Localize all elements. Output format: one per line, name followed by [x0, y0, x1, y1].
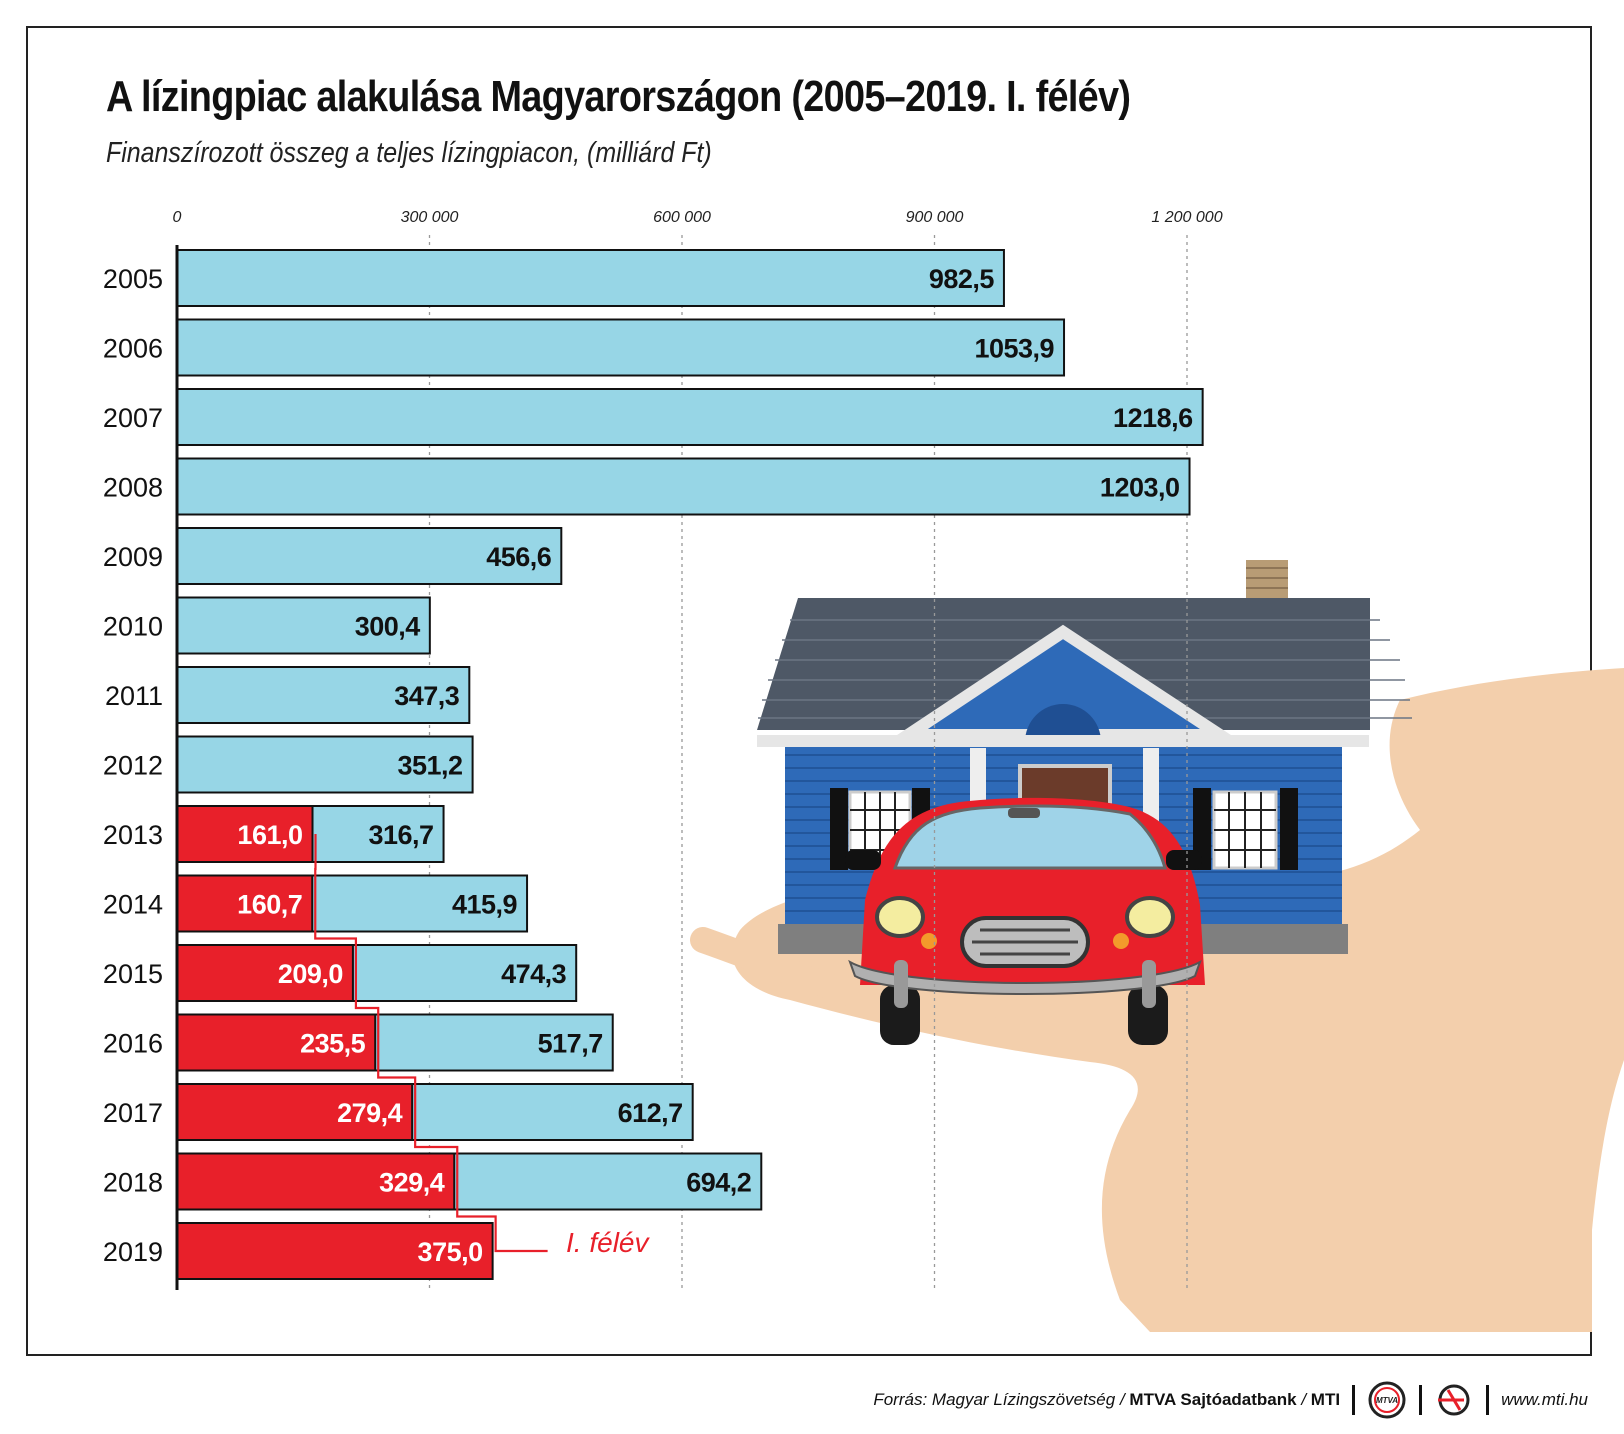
axis-tick-label: 300 000: [401, 209, 459, 226]
data-label-half-year: 209,0: [278, 959, 343, 989]
data-label-full-year: 300,4: [355, 612, 421, 642]
source-bold: MTVA Sajtóadatbank: [1129, 1390, 1297, 1409]
half-year-annotation: I. félév: [566, 1227, 650, 1258]
axis-tick-label: 600 000: [653, 209, 711, 226]
bar-half-year: [176, 1222, 494, 1280]
data-label-half-year: 235,5: [300, 1029, 366, 1059]
category-label: 2005: [103, 264, 163, 294]
axis-tick-label: 1 200 000: [1151, 209, 1222, 226]
data-label-half-year: 160,7: [237, 890, 302, 920]
category-labels: 2005 2006 2007 2008 2009 2010 2011 2012 2013 2014…: [103, 264, 163, 1267]
category-label: 2012: [103, 751, 163, 781]
data-label-full-year: 1053,9: [974, 334, 1054, 364]
bar-full-year: [176, 388, 1204, 446]
data-label-full-year: 612,7: [618, 1098, 683, 1128]
divider: [1419, 1385, 1423, 1415]
data-label-full-year: 517,7: [538, 1029, 603, 1059]
chart-title: A lízingpiac alakulása Magyarországon (2…: [106, 72, 1131, 121]
category-label: 2006: [103, 334, 163, 364]
bar-full-year: [176, 457, 1191, 516]
category-label: 2014: [103, 890, 163, 920]
category-label: 2017: [103, 1098, 163, 1128]
chart-subtitle: Finanszírozott összeg a teljes lízingpia…: [106, 137, 712, 169]
source-credit: Forrás: Magyar Lízingszövetség / MTVA Sa…: [873, 1390, 1340, 1410]
divider: [1486, 1385, 1490, 1415]
mtva-logo-text: MTVA: [1376, 1396, 1398, 1405]
divider: [1352, 1385, 1356, 1415]
source-prefix: Forrás: Magyar Lízingszövetség /: [873, 1390, 1125, 1409]
category-label: 2016: [103, 1029, 163, 1059]
footer: Forrás: Magyar Lízingszövetség / MTVA Sa…: [873, 1381, 1588, 1419]
source-sep: /: [1301, 1390, 1307, 1409]
data-label-full-year: 1203,0: [1100, 473, 1180, 503]
source-mti: MTI: [1310, 1390, 1341, 1409]
half-year-connector: [314, 834, 548, 1253]
axis-tick-label: 0: [173, 209, 182, 226]
data-label-half-year: 161,0: [237, 820, 302, 850]
half-year-connector-line: [314, 834, 548, 1253]
bar-full-year: [176, 249, 1005, 307]
data-label-full-year: 1218,6: [1113, 403, 1193, 433]
data-label-full-year: 415,9: [452, 890, 518, 920]
bar-full-year: [176, 735, 474, 794]
category-label: 2009: [103, 542, 163, 572]
data-label-full-year: 474,3: [501, 959, 567, 989]
category-label: 2008: [103, 473, 163, 503]
car-icon: [845, 797, 1205, 1045]
series-half-year: 161,0 160,7 209,0 235,5 279,4 329,4 375,0: [176, 805, 494, 1280]
category-label: 2007: [103, 403, 163, 433]
category-label: 2019: [103, 1237, 163, 1267]
data-label-half-year: 279,4: [337, 1098, 403, 1128]
data-label-full-year: 456,6: [486, 542, 552, 572]
bar-half-year: [176, 874, 314, 933]
axis-tick-label: 900 000: [906, 209, 964, 226]
category-label: 2011: [105, 681, 163, 711]
axis-tick-labels: 0 300 000 600 000 900 000 1 200 000: [173, 209, 1223, 226]
mtva-logo-icon: MTVA: [1368, 1381, 1406, 1419]
bar-half-year: [176, 1152, 456, 1211]
data-label-full-year: 316,7: [368, 820, 433, 850]
category-label: 2013: [103, 820, 163, 850]
category-label: 2015: [103, 959, 163, 989]
mti-logo-icon: [1438, 1384, 1470, 1416]
category-label: 2010: [103, 612, 163, 642]
bar-half-year: [176, 805, 314, 863]
illustration: [690, 560, 1624, 1332]
bar-half-year: [176, 1013, 377, 1072]
data-label-full-year: 694,2: [686, 1168, 751, 1198]
data-label-half-year: 375,0: [418, 1237, 483, 1267]
data-label-full-year: 347,3: [394, 681, 460, 711]
category-label: 2018: [103, 1168, 163, 1198]
bar-full-year: [176, 666, 471, 724]
bar-full-year: [176, 318, 1066, 377]
bar-full-year: [176, 527, 563, 585]
data-label-full-year: 982,5: [929, 264, 995, 294]
bar-half-year: [176, 944, 354, 1002]
website: www.mti.hu: [1501, 1390, 1588, 1409]
bar-full-year: [176, 596, 431, 655]
data-label-half-year: 329,4: [379, 1168, 445, 1198]
data-label-full-year: 351,2: [398, 751, 463, 781]
